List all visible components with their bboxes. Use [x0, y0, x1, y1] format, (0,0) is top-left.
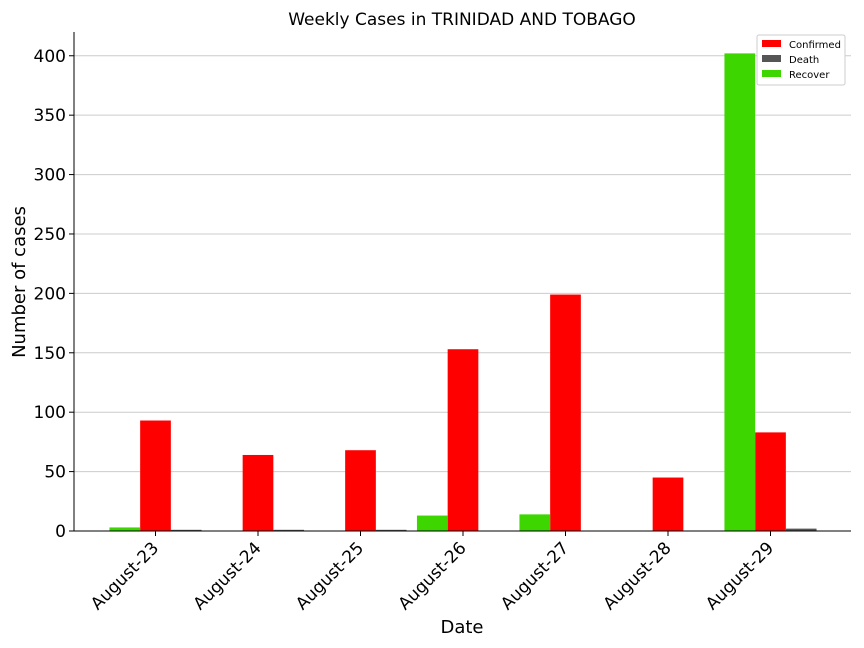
x-tick-label: August-23: [87, 538, 163, 614]
x-tick-label: August-28: [600, 538, 676, 614]
legend-label-recover: Recover: [789, 70, 830, 81]
x-tick-label: August-27: [497, 538, 573, 614]
y-tick-label: 350: [34, 106, 66, 126]
bar-recover: [724, 53, 756, 532]
bar-confirmed: [652, 477, 684, 531]
bar-confirmed: [140, 420, 171, 531]
x-axis-label: Date: [440, 617, 483, 638]
y-tick-label: 150: [34, 344, 66, 364]
x-tick-label: August-25: [292, 538, 368, 614]
x-tick-label: August-29: [702, 538, 778, 614]
x-tick-label: August-26: [395, 538, 471, 614]
y-ticks: 0 50 100 150 200 250 300 350 400: [34, 47, 74, 542]
bar-recover: [519, 514, 551, 531]
bar-death: [785, 528, 817, 531]
legend-swatch-death: [762, 55, 781, 62]
y-tick-label: 0: [55, 522, 66, 542]
chart-title: Weekly Cases in TRINIDAD AND TOBAGO: [288, 10, 636, 30]
bars: [109, 53, 817, 532]
bar-confirmed: [755, 432, 786, 531]
bar-death: [375, 529, 407, 531]
legend-swatch-recover: [762, 70, 781, 77]
legend-label-confirmed: Confirmed: [789, 40, 841, 51]
bar-death: [170, 529, 202, 531]
legend: Confirmed Death Recover: [756, 34, 846, 86]
y-axis-label: Number of cases: [9, 206, 30, 358]
bar-confirmed: [447, 349, 479, 531]
bar-confirmed: [345, 450, 376, 531]
legend-label-death: Death: [789, 55, 819, 66]
y-tick-label: 300: [34, 166, 66, 186]
bar-recover: [416, 515, 448, 531]
bar-confirmed: [242, 454, 274, 531]
y-tick-label: 100: [34, 403, 66, 423]
x-ticks: August-23 August-24 August-25 August-26 Augu…: [87, 531, 778, 614]
y-tick-label: 200: [34, 284, 66, 304]
y-tick-label: 400: [34, 47, 66, 67]
legend-swatch-confirmed: [762, 40, 781, 47]
x-tick-label: August-24: [190, 538, 266, 614]
y-tick-label: 250: [34, 225, 66, 245]
y-tick-label: 50: [44, 463, 66, 483]
bar-death: [273, 529, 305, 531]
bar-confirmed: [550, 294, 581, 531]
bar-recover: [109, 527, 141, 531]
